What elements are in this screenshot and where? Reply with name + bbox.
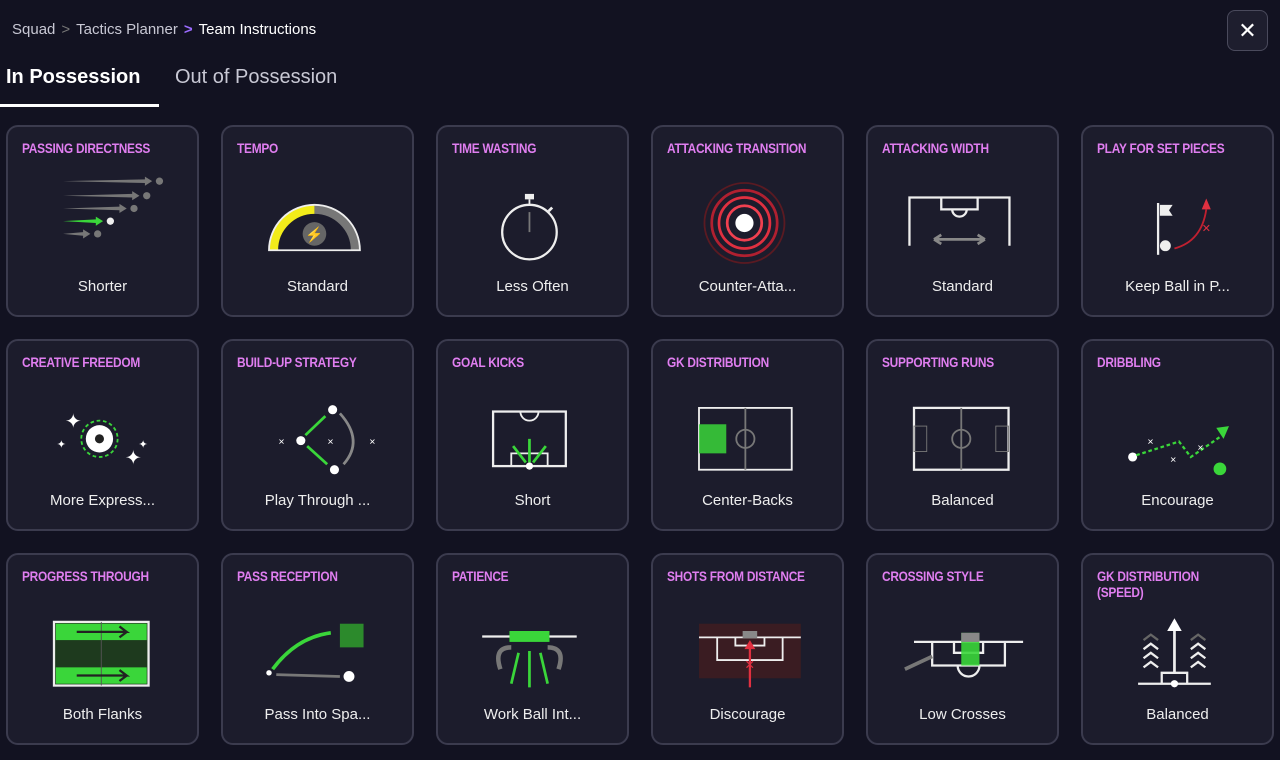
svg-text:✕: ✕ xyxy=(1202,223,1211,235)
card-value: Center-Backs xyxy=(702,492,793,509)
tab-in-possession[interactable]: In Possession xyxy=(0,62,159,107)
card-title: GOAL KICKS xyxy=(452,354,524,370)
chevron-right-icon: > xyxy=(61,21,71,38)
instruction-card-gk-distribution-speed[interactable]: GK DISTRIBUTION (SPEED) Balanced xyxy=(1081,553,1274,745)
card-value: Balanced xyxy=(931,492,994,509)
card-value: Work Ball Int... xyxy=(483,706,582,723)
stopwatch-icon xyxy=(501,193,558,261)
pitch-width-icon xyxy=(908,196,1011,246)
svg-text:✦: ✦ xyxy=(65,411,82,433)
card-value: Short xyxy=(514,492,551,509)
instruction-card-attacking-width[interactable]: ATTACKING WIDTH Standard xyxy=(866,125,1059,317)
card-value: Shorter xyxy=(77,278,128,295)
instruction-card-creative-freedom[interactable]: CREATIVE FREEDOM ✦ ✦ ✦ ✦ More Express... xyxy=(6,339,199,531)
dribbling-icon: ✕ ✕ ✕ xyxy=(1128,426,1229,476)
card-title: ATTACKING TRANSITION xyxy=(667,140,807,156)
pitch-icon xyxy=(912,406,1010,471)
breadcrumb-tactics-planner[interactable]: Tactics Planner xyxy=(76,21,178,38)
card-value: Keep Ball in P... xyxy=(1125,278,1230,295)
build-up-icon: ✕ ✕ ✕ xyxy=(278,405,376,475)
instruction-card-build-up-strategy[interactable]: BUILD-UP STRATEGY ✕ ✕ ✕ Play Through ... xyxy=(221,339,414,531)
svg-text:✕: ✕ xyxy=(744,657,755,672)
card-title: CROSSING STYLE xyxy=(882,568,984,584)
instruction-card-attacking-transition[interactable]: ATTACKING TRANSITION Counter-Atta... xyxy=(651,125,844,317)
instruction-card-goal-kicks[interactable]: GOAL KICKS Short xyxy=(436,339,629,531)
breadcrumb-team-instructions: Team Instructions xyxy=(198,21,317,38)
corner-flag-icon: ✕ xyxy=(1156,198,1211,255)
card-title: TEMPO xyxy=(237,140,279,156)
card-value: Standard xyxy=(932,278,993,295)
passing-arrows-icon xyxy=(63,176,164,239)
pass-reception-icon xyxy=(266,623,364,682)
svg-text:✕: ✕ xyxy=(327,437,334,446)
instruction-card-progress-through[interactable]: PROGRESS THROUGH Both Flanks xyxy=(6,553,199,745)
card-title: GK DISTRIBUTION (SPEED) xyxy=(1097,568,1199,600)
instruction-grid: PASSING DIRECTNESS Shorter TEMPO ⚡ Standa… xyxy=(6,125,1274,745)
card-value: Encourage xyxy=(1141,492,1214,509)
card-value: Less Often xyxy=(496,278,569,295)
card-title: PASS RECEPTION xyxy=(237,568,338,584)
chevron-right-icon: > xyxy=(183,21,193,38)
svg-text:✦: ✦ xyxy=(139,439,148,451)
instruction-card-supporting-runs[interactable]: SUPPORTING RUNS Balanced xyxy=(866,339,1059,531)
instruction-card-play-for-set-pieces[interactable]: PLAY FOR SET PIECES ✕ Keep Ball in P... xyxy=(1081,125,1274,317)
instruction-card-crossing-style[interactable]: CROSSING STYLE Low Crosses xyxy=(866,553,1059,745)
svg-text:✦: ✦ xyxy=(125,447,142,469)
tempo-gauge-icon: ⚡ xyxy=(268,203,361,252)
breadcrumb: Squad > Tactics Planner > Team Instructi… xyxy=(12,21,316,38)
flanks-icon xyxy=(52,620,150,687)
card-title: SUPPORTING RUNS xyxy=(882,354,994,370)
card-title: GK DISTRIBUTION xyxy=(667,354,769,370)
card-title: SHOTS FROM DISTANCE xyxy=(667,568,805,584)
card-title: PASSING DIRECTNESS xyxy=(22,140,151,156)
card-value: Low Crosses xyxy=(919,706,1006,723)
card-value: Discourage xyxy=(709,706,786,723)
card-title: BUILD-UP STRATEGY xyxy=(237,354,357,370)
card-title: TIME WASTING xyxy=(452,140,537,156)
card-title: PLAY FOR SET PIECES xyxy=(1097,140,1225,156)
crossing-icon xyxy=(904,632,1024,678)
card-value: Play Through ... xyxy=(264,492,371,509)
instruction-card-shots-from-distance[interactable]: SHOTS FROM DISTANCE ✕ Discourage xyxy=(651,553,844,745)
card-value: Both Flanks xyxy=(62,706,143,723)
close-button[interactable]: ✕ xyxy=(1227,10,1268,51)
card-title: CREATIVE FREEDOM xyxy=(22,354,141,370)
close-icon: ✕ xyxy=(1238,17,1257,43)
gk-speed-icon xyxy=(1138,618,1211,688)
svg-text:✕: ✕ xyxy=(278,437,285,446)
tab-out-of-possession[interactable]: Out of Possession xyxy=(175,66,338,88)
shots-icon: ✕ xyxy=(699,623,801,688)
svg-text:✕: ✕ xyxy=(369,437,376,446)
tab-bar: In Possession Out of Possession xyxy=(0,62,343,107)
card-title: ATTACKING WIDTH xyxy=(882,140,989,156)
sparkle-ball-icon: ✦✦✦ ✦ xyxy=(57,411,148,469)
instruction-card-pass-reception[interactable]: PASS RECEPTION Pass Into Spa... xyxy=(221,553,414,745)
patience-icon xyxy=(482,631,577,688)
card-title: DRIBBLING xyxy=(1097,354,1161,370)
card-value: Balanced xyxy=(1146,706,1209,723)
instruction-card-patience[interactable]: PATIENCE Work Ball Int... xyxy=(436,553,629,745)
svg-text:✕: ✕ xyxy=(1197,444,1204,453)
card-value: Counter-Atta... xyxy=(698,278,797,295)
card-value: Pass Into Spa... xyxy=(264,706,371,723)
target-rings-icon xyxy=(703,182,786,264)
gk-distribution-icon xyxy=(698,407,793,471)
goal-kick-icon xyxy=(491,410,567,470)
instruction-card-dribbling[interactable]: DRIBBLING ✕ ✕ ✕ Encourage xyxy=(1081,339,1274,531)
svg-text:✕: ✕ xyxy=(1170,455,1177,464)
instruction-card-gk-distribution[interactable]: GK DISTRIBUTION Center-Backs xyxy=(651,339,844,531)
card-value: More Express... xyxy=(49,492,156,509)
svg-text:✦: ✦ xyxy=(57,439,66,451)
instruction-card-tempo[interactable]: TEMPO ⚡ Standard xyxy=(221,125,414,317)
card-value: Standard xyxy=(287,278,348,295)
svg-text:⚡: ⚡ xyxy=(305,225,323,243)
svg-text:✕: ✕ xyxy=(1147,437,1154,446)
card-title: PATIENCE xyxy=(452,568,509,584)
instruction-card-time-wasting[interactable]: TIME WASTING Less Often xyxy=(436,125,629,317)
card-title: PROGRESS THROUGH xyxy=(22,568,149,584)
breadcrumb-squad[interactable]: Squad xyxy=(12,21,56,38)
instruction-card-passing-directness[interactable]: PASSING DIRECTNESS Shorter xyxy=(6,125,199,317)
